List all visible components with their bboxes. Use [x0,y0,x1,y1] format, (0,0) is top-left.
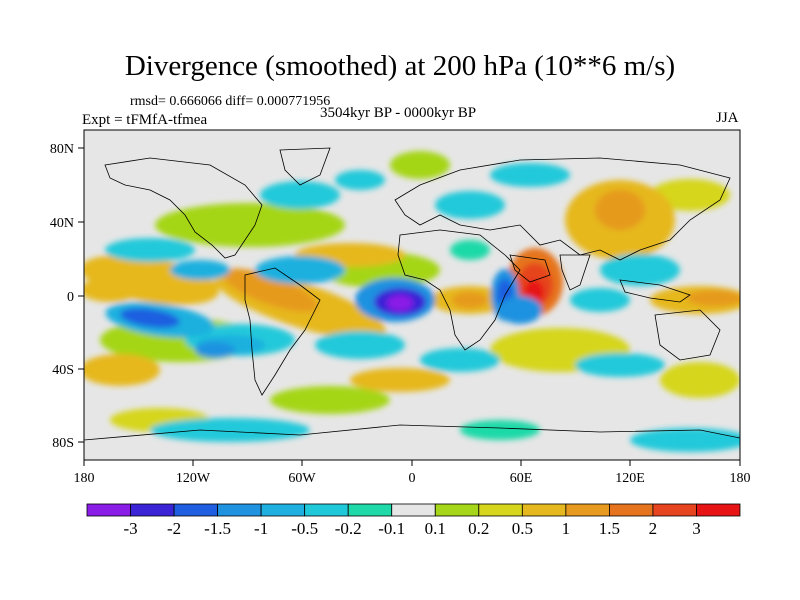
colorbar-label: 0.1 [425,519,446,538]
x-tick-label: 120W [176,471,211,486]
x-tick-label: 120E [615,471,645,486]
colorbar-label: -0.2 [335,519,362,538]
colorbar-swatch [478,503,523,517]
y-tick-label: 40N [50,216,74,231]
colorbar-label: 1.5 [599,519,620,538]
colorbar-label: 3 [692,519,701,538]
coastlines [84,147,740,441]
x-axis-labels: 180 120W 60W 0 60E 120E 180 [74,471,751,486]
x-tick-label: 60E [510,471,533,486]
colorbar-swatch [652,503,697,517]
plot-title: Divergence (smoothed) at 200 hPa (10**6 … [124,50,676,82]
y-tick-label: 0 [67,290,74,305]
colorbar-swatch [565,503,610,517]
colorbar-swatch [217,503,262,517]
colorbar-swatch [130,503,175,517]
colorbar-label: -3 [123,519,137,538]
x-tick-label: 180 [730,471,751,486]
colorbar: -3 -2 -1.5 -1 -0.5 -0.2 -0.1 0.1 0.2 0.5 1 1.5 2 3 [86,503,741,538]
colorbar-label: -2 [167,519,181,538]
x-tick-label: 180 [74,471,95,486]
colorbar-swatch [434,503,480,517]
colorbar-label: -1 [254,519,268,538]
x-tick-label: 60W [288,471,316,486]
colorbar-label: 0.5 [512,519,533,538]
colorbar-label: 0.2 [468,519,489,538]
colorbar-swatch [260,503,306,517]
y-tick-label: 80N [50,142,74,157]
divergence-field [84,130,740,460]
colorbar-label: -0.1 [378,519,405,538]
x-tick-label: 0 [409,471,416,486]
colorbar-label: -1.5 [204,519,231,538]
colorbar-swatch [609,503,654,517]
y-tick-label: 80S [52,436,74,451]
colorbar-swatch [86,503,131,517]
rmsd-text: rmsd= 0.666066 diff= 0.000771956 [130,94,331,109]
y-axis-labels: 80N 40N 0 40S 80S [50,142,74,451]
y-tick-label: 40S [52,363,74,378]
colorbar-swatch [696,503,741,517]
season-label: JJA [716,110,739,126]
colorbar-swatch [173,503,218,517]
colorbar-swatch [521,503,567,517]
colorbar-label: 1 [562,519,571,538]
period-label: 3504kyr BP - 0000kyr BP [320,105,477,121]
axis-ticks [78,147,741,466]
colorbar-label: -0.5 [291,519,318,538]
colorbar-swatch [347,503,393,517]
experiment-label: Expt = tFMfA-tfmea [82,112,208,128]
colorbar-swatch [391,503,436,517]
colorbar-label: 2 [649,519,658,538]
colorbar-swatch [304,503,349,517]
